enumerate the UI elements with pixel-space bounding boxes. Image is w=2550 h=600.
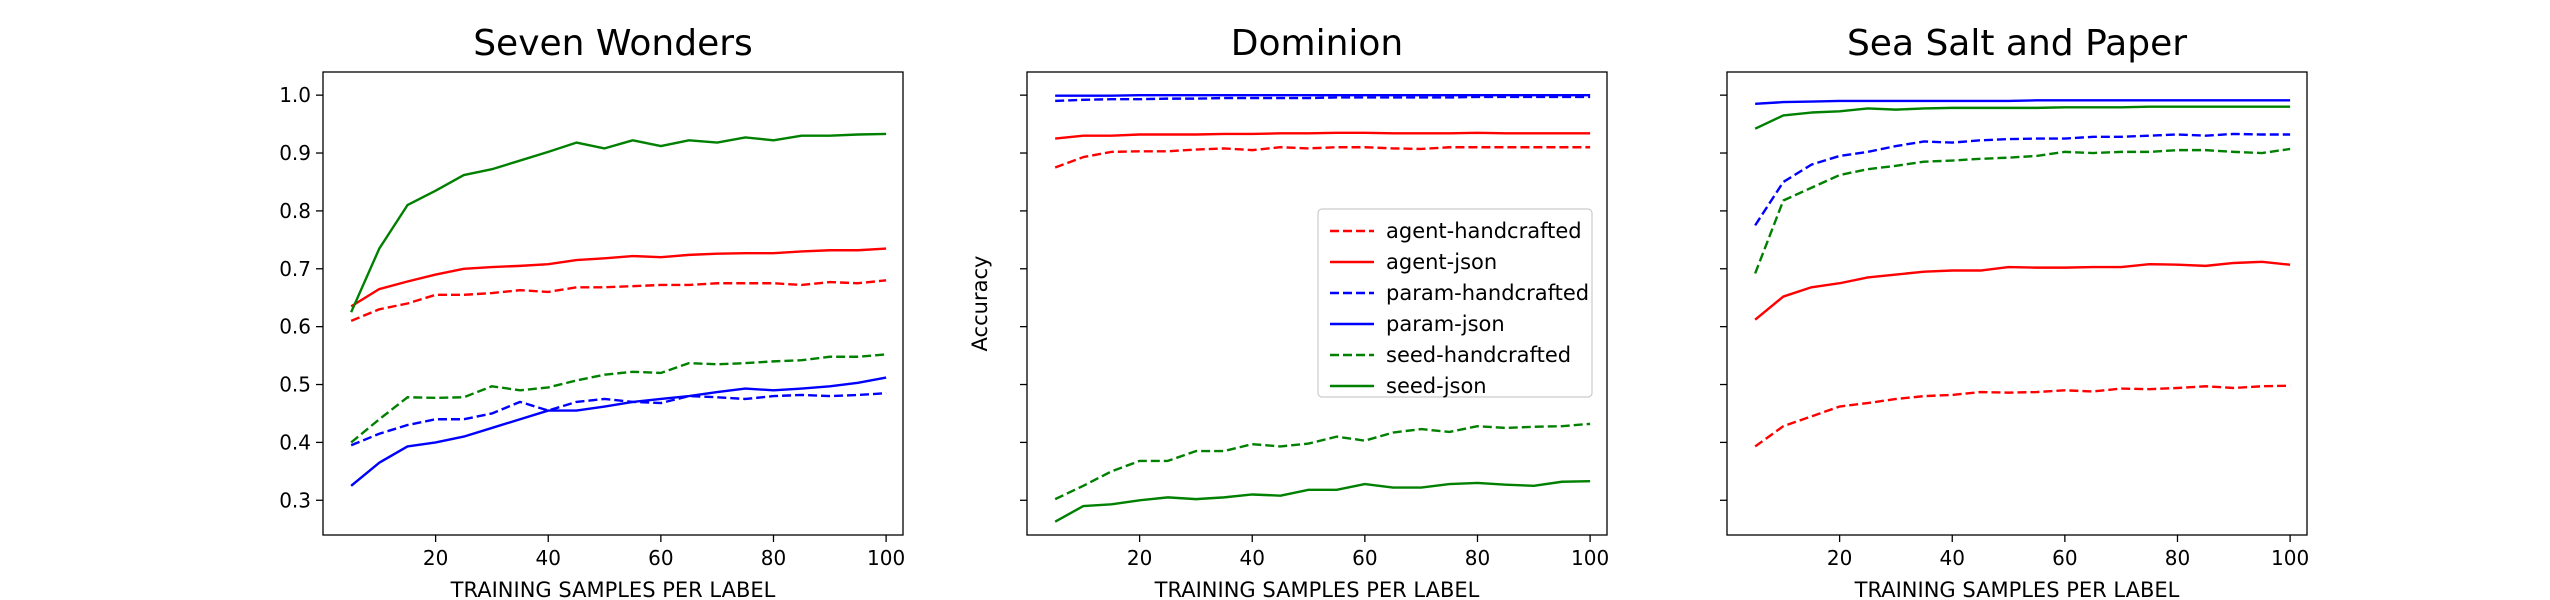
series-line-seed-json [1754, 105, 2291, 130]
x-tick-label: 80 [1465, 546, 1490, 570]
x-axis-label: TRAINING SAMPLES PER LABEL [1854, 578, 2180, 600]
chart-panel-2: Sea Salt and Paper 20 40 60 80 100 TRAINING SA… [1720, 23, 2309, 600]
x-tick-label: 40 [1240, 546, 1265, 570]
legend-label-seed-handcrafted: seed-handcrafted [1386, 343, 1571, 367]
y-axis-label: Accuracy [968, 256, 992, 352]
x-tick-label: 20 [1127, 546, 1152, 570]
series-line-param-json [1055, 93, 1591, 97]
y-tick-label: 0.3 [279, 488, 311, 512]
series-line-param-handcrafted [350, 392, 887, 447]
x-tick-label: 100 [2271, 546, 2309, 570]
series-line-param-handcrafted [1055, 95, 1591, 103]
series-line-param-json [1755, 99, 2291, 106]
x-tick-label: 40 [1940, 546, 1965, 570]
x-tick-label: 80 [2165, 546, 2190, 570]
chart-panel-0: Seven Wonders 20 40 60 80 100 0.3 0.4 0.5 0.6 0.7 0… [279, 23, 905, 600]
x-tick-label: 60 [1352, 546, 1377, 570]
series-line-seed-json [350, 132, 887, 313]
series-line-agent-handcrafted [350, 279, 887, 322]
chart-title: Seven Wonders [473, 23, 753, 64]
legend-label-agent-json: agent-json [1386, 250, 1497, 274]
y-tick-label: 0.9 [279, 141, 311, 165]
series-group [350, 132, 887, 487]
series-line-seed-handcrafted [1054, 422, 1591, 501]
x-tick-label: 60 [648, 546, 673, 570]
x-tick-label: 20 [1827, 546, 1852, 570]
plot-area-frame [322, 71, 904, 536]
x-tick-label: 100 [867, 546, 905, 570]
y-tick-label: 1.0 [279, 83, 311, 107]
x-axis-label: TRAINING SAMPLES PER LABEL [450, 578, 776, 600]
x-tick-label: 40 [536, 546, 561, 570]
series-line-seed-json [1054, 479, 1591, 523]
legend-label-seed-json: seed-json [1386, 374, 1487, 398]
y-tick-label: 0.7 [279, 257, 311, 281]
legend-label-agent-handcrafted: agent-handcrafted [1386, 219, 1582, 243]
legend-box [1317, 208, 1593, 398]
y-tick-label: 0.4 [279, 430, 311, 454]
series-line-agent-json [1055, 131, 1591, 140]
legend-label-param-handcrafted: param-handcrafted [1386, 281, 1589, 305]
series-line-seed-handcrafted [1754, 147, 2291, 274]
series-line-seed-handcrafted [350, 353, 887, 444]
series-line-agent-handcrafted [1754, 384, 2291, 448]
plot-area-frame [1726, 71, 2308, 536]
plot-area-frame [1026, 71, 1608, 536]
x-tick-label: 80 [761, 546, 786, 570]
chart-panel-1: Dominion 20 40 60 80 100 TRAINING SAMPLES PER … [968, 23, 1609, 600]
x-tick-label: 20 [423, 546, 448, 570]
y-tick-label: 0.6 [279, 315, 311, 339]
chart-title: Sea Salt and Paper [1847, 23, 2187, 64]
x-tick-label: 60 [2052, 546, 2077, 570]
legend: agent-handcrafted agent-json param-handcra… [1317, 208, 1593, 398]
series-line-param-json [350, 376, 887, 487]
series-line-agent-handcrafted [1054, 146, 1591, 169]
y-tick-label: 0.5 [279, 373, 311, 397]
series-group [1754, 99, 2291, 448]
chart-title: Dominion [1231, 23, 1403, 64]
series-line-agent-json [1754, 260, 2291, 321]
legend-label-param-json: param-json [1386, 312, 1505, 336]
series-line-agent-json [350, 247, 887, 308]
x-tick-label: 100 [1571, 546, 1609, 570]
series-group [1054, 93, 1591, 523]
series-line-param-handcrafted [1754, 132, 2291, 227]
x-axis-label: TRAINING SAMPLES PER LABEL [1154, 578, 1480, 600]
y-tick-label: 0.8 [279, 199, 311, 223]
